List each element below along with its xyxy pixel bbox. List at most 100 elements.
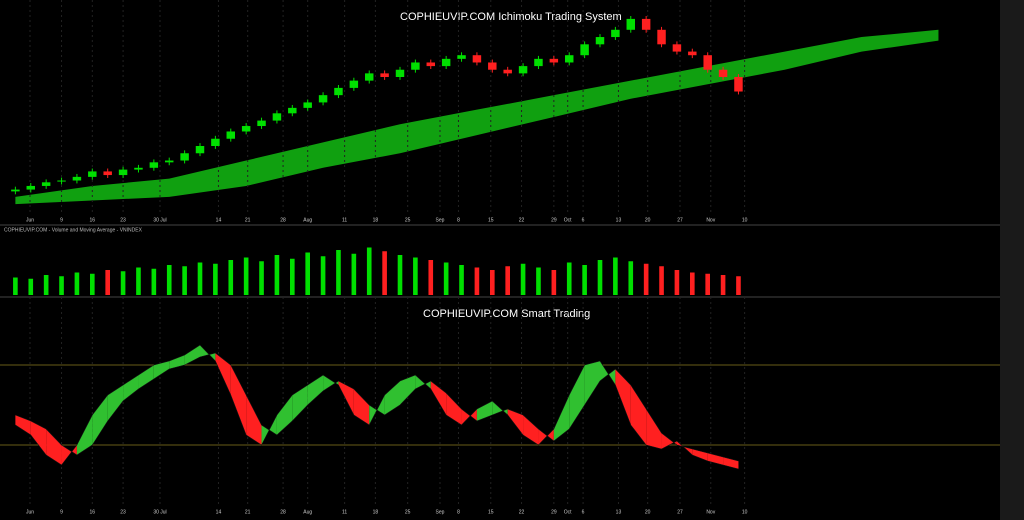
volume-bar: [166, 265, 172, 295]
volume-bar: [382, 251, 387, 295]
x-tick-label: 28: [280, 509, 286, 515]
candle-body: [349, 80, 359, 88]
band-fill: [246, 395, 262, 445]
candle-body: [26, 185, 35, 190]
x-tick-label: 10: [742, 217, 748, 223]
band-fill: [123, 375, 139, 401]
volume-bar: [643, 263, 649, 295]
volume-bar: [366, 247, 372, 295]
x-tick-label: 18: [373, 217, 379, 223]
candle-body: [611, 29, 620, 38]
candle-body: [57, 180, 66, 182]
x-tick-label: 16: [90, 217, 96, 223]
x-tick-label: 9: [60, 217, 63, 223]
band-fill: [323, 375, 339, 391]
band-fill: [184, 345, 200, 365]
band-fill: [476, 401, 493, 421]
x-tick-label: 15: [488, 509, 494, 515]
volume-bar: [274, 255, 280, 295]
volume-bar: [582, 265, 587, 295]
candle-body: [272, 113, 282, 121]
x-tick-label: 16: [90, 509, 96, 515]
band-fill: [153, 361, 170, 379]
x-tick-label: 13: [616, 217, 622, 223]
x-tick-label: 29: [551, 509, 557, 515]
volume-bar: [413, 257, 418, 295]
x-tick-label: Oct: [564, 509, 572, 515]
panel-title: COPHIEUVIP.COM Ichimoku Trading System: [400, 11, 622, 23]
volume-bar: [105, 270, 110, 295]
volume-bar: [120, 271, 126, 295]
candle-body: [441, 58, 451, 67]
volume-bar: [259, 261, 264, 295]
x-tick-label: 10: [742, 509, 748, 515]
volume-bar: [690, 272, 695, 295]
band-fill: [92, 395, 108, 445]
x-tick-label: Sep: [436, 509, 445, 515]
x-tick-label: 13: [616, 509, 622, 515]
candle-body: [72, 176, 82, 181]
band-fill: [384, 381, 400, 415]
x-tick-label: Jun: [26, 509, 34, 515]
candle-body: [180, 153, 189, 161]
volume-bar: [336, 250, 341, 295]
band-fill: [292, 385, 308, 421]
volume-bar: [43, 275, 49, 295]
candle-body: [688, 51, 697, 56]
band-fill: [584, 361, 600, 405]
band-fill: [138, 365, 154, 389]
x-tick-label: 20: [645, 217, 651, 223]
volume-bar: [13, 277, 18, 295]
x-tick-label: 14: [216, 217, 222, 223]
panel-title: COPHIEUVIP.COM Smart Trading: [423, 308, 590, 320]
band-fill: [15, 415, 31, 435]
band-fill: [400, 375, 416, 405]
x-tick-label: Nov: [706, 509, 715, 515]
volume-bar: [505, 266, 510, 295]
volume-bar: [597, 260, 603, 295]
candle-body: [41, 182, 51, 186]
volume-bar: [243, 257, 249, 295]
volume-bar: [90, 273, 95, 295]
candle-body: [426, 62, 435, 67]
panel-title: COPHIEUVIP.COM - Volume and Moving Avera…: [4, 227, 143, 233]
x-tick-label: 25: [405, 509, 411, 515]
band-fill: [507, 409, 524, 435]
candle-body: [11, 189, 20, 192]
x-tick-label: 21: [245, 217, 251, 223]
band-fill: [338, 381, 354, 415]
volume-bar: [28, 278, 34, 295]
x-tick-label: 27: [677, 509, 683, 515]
x-tick-label: 14: [216, 509, 222, 515]
candle-body: [365, 73, 374, 81]
volume-bar: [490, 270, 495, 295]
candle-body: [534, 58, 543, 67]
x-tick-label: 21: [245, 509, 251, 515]
x-tick-label: 11: [342, 217, 347, 223]
x-tick-label: Jun: [26, 217, 34, 223]
x-tick-label: 15: [488, 217, 494, 223]
volume-bar: [551, 270, 557, 295]
candle-body: [549, 58, 559, 63]
candle-body: [118, 169, 128, 176]
volume-bar: [736, 276, 741, 295]
x-tick-label: Nov: [706, 217, 715, 223]
x-tick-label: 27: [677, 217, 683, 223]
candle-body: [411, 62, 420, 70]
volume-bar: [459, 265, 464, 295]
volume-bar: [705, 273, 710, 295]
volume-bar: [136, 267, 141, 295]
x-tick-label: 6: [582, 217, 585, 223]
x-tick-label: 22: [519, 509, 525, 515]
candle-body: [457, 55, 466, 59]
volume-bar: [674, 270, 680, 295]
candle-body: [318, 95, 328, 103]
x-tick-label: 30 Jul: [153, 509, 166, 515]
volume-bar: [74, 272, 80, 295]
candle-body: [134, 167, 143, 170]
band-fill: [692, 449, 708, 461]
candle-body: [103, 171, 112, 176]
candle-body: [211, 138, 220, 146]
price-axis-strip: [1000, 0, 1024, 520]
